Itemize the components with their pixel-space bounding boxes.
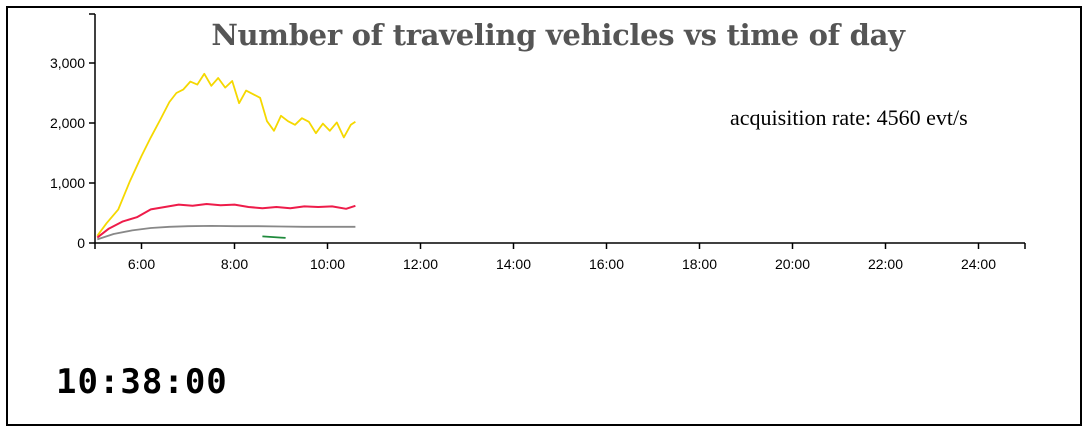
y-tick-label: 2,000 <box>50 115 85 131</box>
axes-group: 0 1,000 2,000 3,000 6:00 8:00 10:00 12:00 14:00 1… <box>50 13 1026 272</box>
chart-title: Number of traveling vehicles vs time of … <box>211 18 905 52</box>
y-tick-label: 0 <box>77 235 85 251</box>
x-tick-label: 24:00 <box>961 256 996 272</box>
x-tick-label: 18:00 <box>682 256 717 272</box>
series-line-3 <box>97 224 356 241</box>
chart-frame <box>6 6 1082 426</box>
x-tick-label: 22:00 <box>868 256 903 272</box>
series-line-4 <box>262 235 286 239</box>
series-line-1 <box>96 72 356 237</box>
x-tick-label: 10:00 <box>310 256 345 272</box>
x-tick-label: 20:00 <box>775 256 810 272</box>
y-tick-label: 1,000 <box>50 175 85 191</box>
x-tick-label: 16:00 <box>589 256 624 272</box>
x-tick-label: 6:00 <box>128 256 155 272</box>
series-line-2 <box>96 203 356 239</box>
x-tick-label: 12:00 <box>403 256 438 272</box>
x-tick-label: 14:00 <box>496 256 531 272</box>
y-tick-label: 3,000 <box>50 55 85 71</box>
clock-display: 10:38:00 <box>56 362 228 402</box>
series-group <box>96 72 356 241</box>
x-tick-label: 8:00 <box>221 256 248 272</box>
acquisition-rate-label: acquisition rate: 4560 evt/s <box>730 105 968 130</box>
